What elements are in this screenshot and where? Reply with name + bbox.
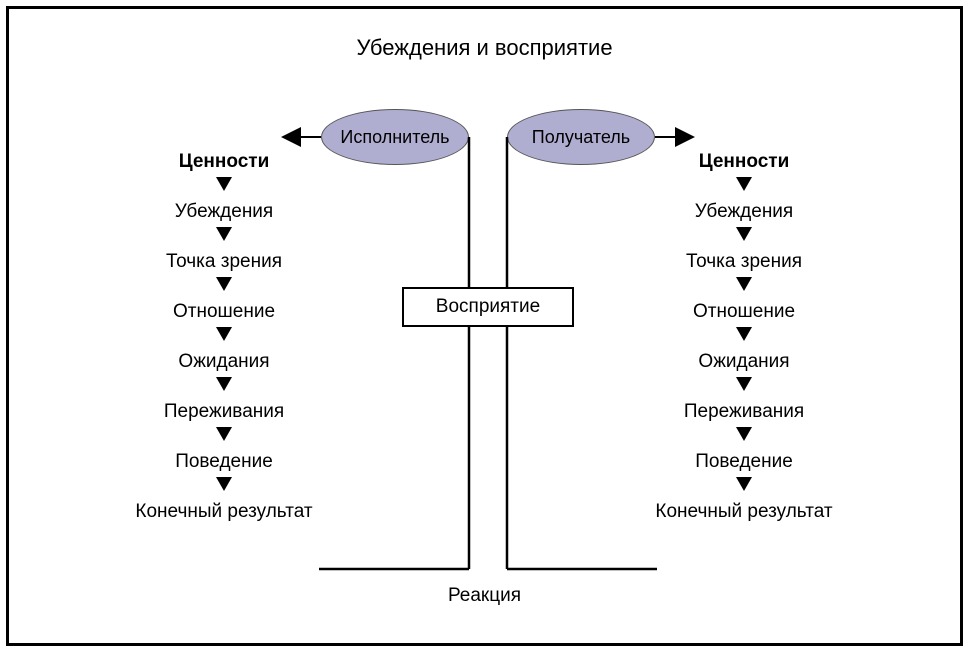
diagram-canvas: Убеждения и восприятие Исполнитель Получ… [9,9,960,643]
perception-box: Восприятие [402,287,574,327]
perception-label: Восприятие [436,296,540,318]
